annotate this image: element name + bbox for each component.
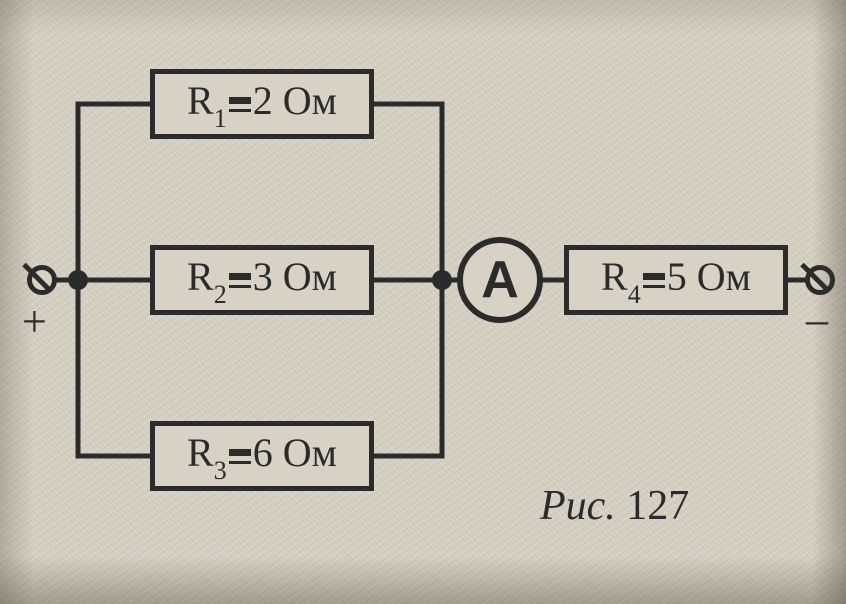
terminal-left — [27, 265, 57, 295]
resistor-r4-label: R45 Ом — [601, 257, 751, 304]
resistor-r2: R23 Ом — [150, 245, 374, 315]
resistor-r1: R12 Ом — [150, 69, 374, 139]
polarity-plus: + — [22, 300, 47, 344]
ammeter: А — [457, 237, 543, 323]
node-left — [68, 270, 88, 290]
node-right — [432, 270, 452, 290]
polarity-minus: – — [806, 298, 828, 342]
ammeter-label: А — [481, 250, 519, 310]
figure-caption: Рис. 127 — [540, 482, 689, 530]
resistor-r1-label: R12 Ом — [187, 81, 337, 128]
resistor-r2-label: R23 Ом — [187, 257, 337, 304]
resistor-r3: R36 Ом — [150, 421, 374, 491]
resistor-r4: R45 Ом — [564, 245, 788, 315]
resistor-r3-label: R36 Ом — [187, 433, 337, 480]
terminal-right — [805, 265, 835, 295]
